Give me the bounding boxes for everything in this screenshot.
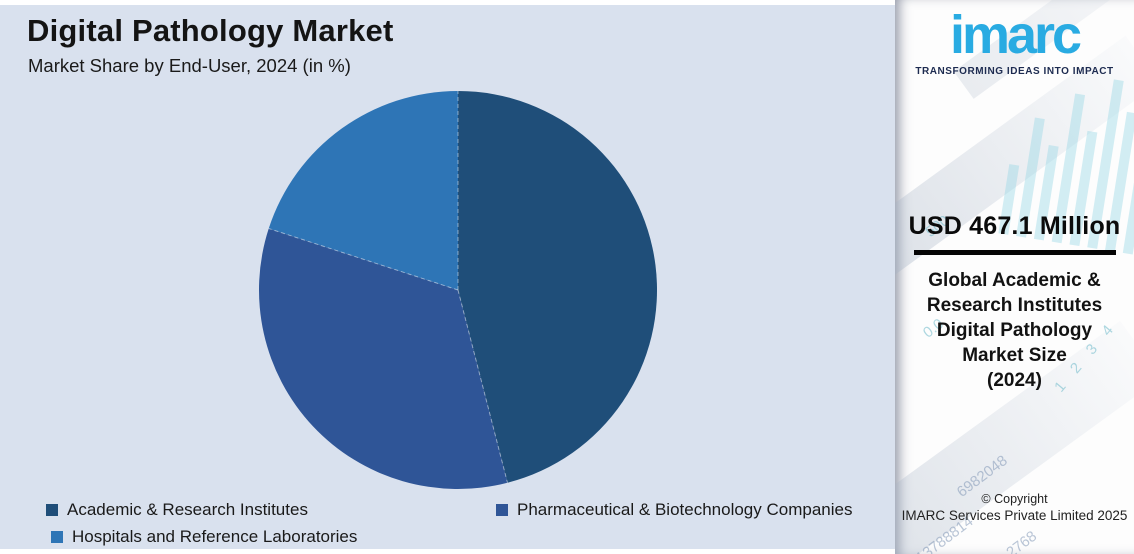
market-value: USD 467.1 Million <box>908 212 1121 240</box>
pie-chart <box>259 91 658 490</box>
market-label-line: Global Academic & <box>928 270 1101 291</box>
legend-marker-icon <box>51 531 63 543</box>
pie-slice-2 <box>268 91 458 290</box>
divider-rule <box>913 250 1116 255</box>
copyright-line1: © Copyright <box>981 492 1048 506</box>
copyright: © Copyright IMARC Services Private Limit… <box>895 492 1134 523</box>
legend-label: Hospitals and Reference Laboratories <box>72 527 358 546</box>
legend-item-hospitals-reference-laboratories: Hospitals and Reference Laboratories <box>51 527 357 547</box>
market-size-block: USD 467.1 Million Global Academic & Rese… <box>895 212 1134 393</box>
watermark-number: 2768 <box>1003 527 1041 554</box>
legend-label: Pharmaceutical & Biotechnology Companies <box>517 500 853 519</box>
pie-slice-1 <box>259 228 508 490</box>
legend-marker-icon <box>496 504 508 516</box>
market-label-line: Digital Pathology <box>936 320 1093 341</box>
market-label-line: (2024) <box>987 370 1042 391</box>
imarc-logo: imarc TRANSFORMING IDEAS INTO IMPACT <box>895 4 1134 77</box>
imarc-logo-text: imarc <box>949 5 1082 65</box>
legend-item-pharmaceutical-biotechnology-companies: Pharmaceutical & Biotechnology Companies <box>496 500 852 520</box>
market-label-line: Market Size <box>962 345 1067 366</box>
page-subtitle: Market Share by End-User, 2024 (in %) <box>28 55 351 76</box>
pie-slice-separator <box>268 228 459 291</box>
legend-item-academic-research-institutes: Academic & Research Institutes <box>46 500 308 520</box>
pie-slice-0 <box>458 91 658 483</box>
pie-slice-separator <box>457 289 508 483</box>
imarc-tagline: TRANSFORMING IDEAS INTO IMPACT <box>915 66 1114 77</box>
page-title: Digital Pathology Market <box>27 13 394 48</box>
legend-marker-icon <box>46 504 58 516</box>
market-label: Global Academic & Research Institutes Di… <box>909 268 1121 393</box>
copyright-line2: IMARC Services Private Limited 2025 <box>901 508 1128 523</box>
market-label-line: Research Institutes <box>926 295 1103 316</box>
legend-label: Academic & Research Institutes <box>67 500 308 519</box>
chart-panel: Digital Pathology Market Market Share by… <box>0 5 895 549</box>
brand-sidebar: 500 0.0 1 2 3 4 6982048 0.13788814 2768 … <box>895 0 1134 554</box>
